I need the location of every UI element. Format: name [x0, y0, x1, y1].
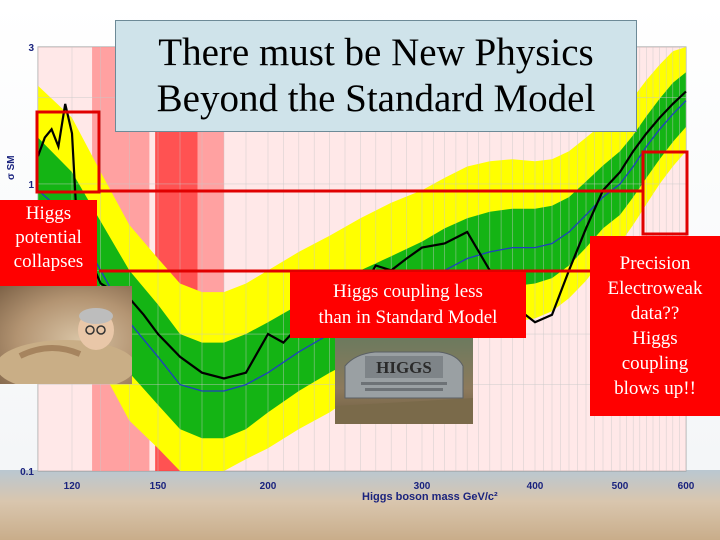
low-mass-highlight-box — [35, 110, 101, 194]
x-tick-label: 150 — [150, 481, 167, 492]
higgs-coupling-less-label: Higgs coupling less than in Standard Mod… — [290, 272, 526, 338]
coupling-line-1: Higgs coupling less — [333, 281, 483, 302]
collapse-line-2: potential — [15, 227, 82, 248]
person-in-sand-photo — [0, 286, 132, 384]
x-tick-label: 500 — [612, 481, 629, 492]
y-axis-label: σ SM — [6, 155, 17, 180]
coupling-line-2: than in Standard Model — [318, 307, 498, 328]
title-line-2: Beyond the Standard Model — [156, 77, 596, 120]
x-tick-label: 400 — [527, 481, 544, 492]
person-in-sand-illustration — [0, 308, 132, 384]
x-axis-label: Higgs boson mass GeV/c² — [362, 491, 498, 503]
precision-line-6: blows up!! — [614, 378, 696, 399]
higgs-potential-collapses-label: Higgs potential collapses — [0, 200, 97, 286]
sand-background — [0, 470, 720, 540]
y-tick-label: 3 — [28, 43, 34, 54]
title-line-1: There must be New Physics — [158, 31, 594, 74]
precision-line-1: Precision — [619, 253, 691, 274]
one-sigma-band — [38, 72, 686, 439]
precision-line-4: Higgs — [632, 328, 678, 349]
axis-ticks: 120 150 200 300 400 500 600 0.1 1 3 — [20, 43, 695, 492]
precision-electroweak-label: Precision Electroweak data?? Higgs coupl… — [590, 236, 720, 416]
collapse-line-1: Higgs — [25, 203, 72, 224]
y-tick-label: 1 — [28, 180, 34, 191]
high-mass-highlight-box — [641, 150, 689, 236]
collapse-line-3: collapses — [13, 251, 84, 272]
precision-line-3: data?? — [630, 303, 680, 324]
x-tick-label: 200 — [260, 481, 277, 492]
y-tick-label: 0.1 — [20, 467, 34, 478]
expected-bands — [38, 47, 686, 471]
x-tick-label: 120 — [64, 481, 81, 492]
precision-line-2: Electroweak — [607, 278, 703, 299]
gravestone-photo: HIGGS — [335, 336, 473, 424]
x-tick-label: 300 — [414, 481, 431, 492]
precision-line-5: coupling — [621, 353, 689, 374]
x-tick-label: 600 — [678, 481, 695, 492]
gravestone-illustration: HIGGS — [335, 351, 473, 424]
gravestone-text: HIGGS — [376, 358, 432, 377]
highlight-frames — [35, 110, 689, 273]
slide-title: There must be New Physics Beyond the Sta… — [115, 20, 637, 132]
